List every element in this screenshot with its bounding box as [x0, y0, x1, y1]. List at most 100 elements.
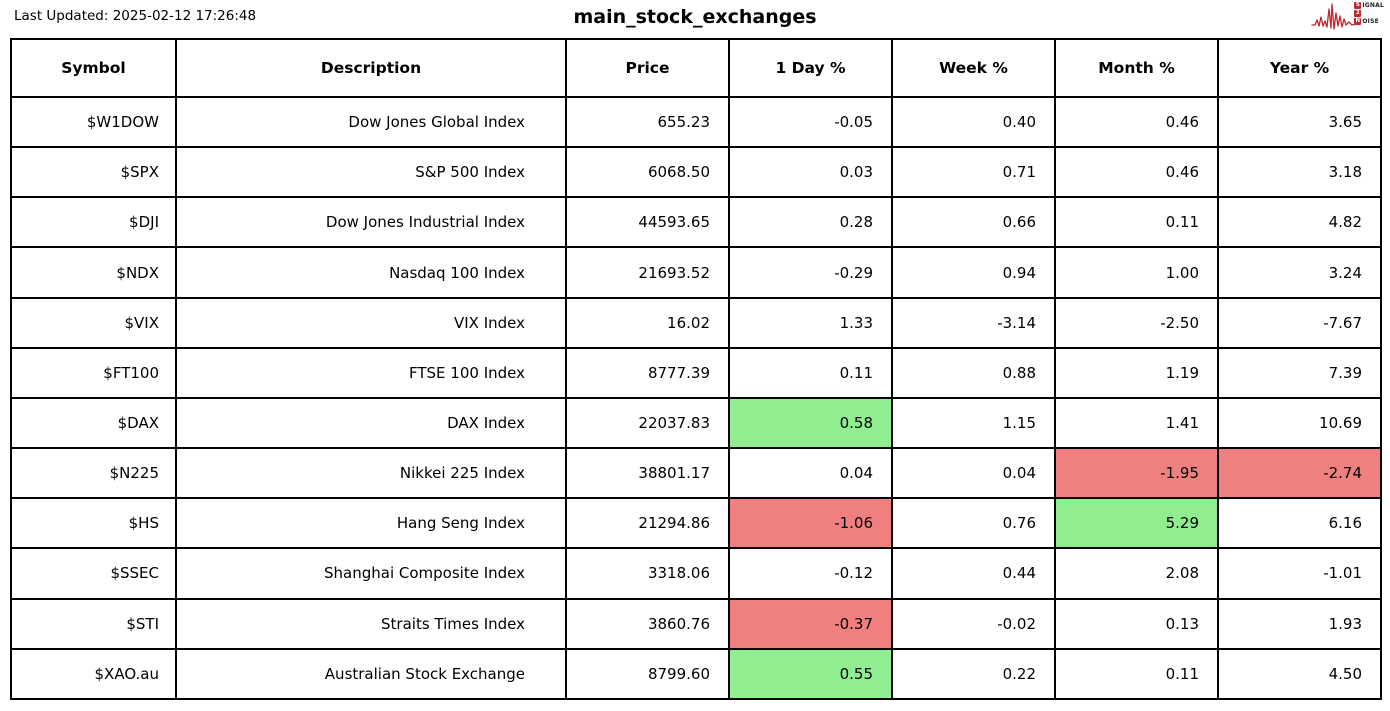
description-cell: FTSE 100 Index — [175, 346, 567, 399]
day-pct-cell: 0.03 — [728, 146, 893, 199]
logo-line-2: 2 — [1354, 10, 1384, 17]
top-bar: Last Updated: 2025-02-12 17:26:48 main_s… — [0, 0, 1390, 38]
signal2noise-logo: S IGNAL 2 N OISE — [1311, 1, 1384, 33]
day-pct-cell: 0.58 — [728, 396, 893, 450]
month-pct-cell: 0.46 — [1054, 95, 1219, 149]
price-cell: 22037.83 — [565, 396, 730, 450]
table-row: $DAX DAX Index 22037.83 0.58 1.15 1.41 1… — [10, 396, 1382, 450]
col-header-description: Description — [175, 38, 567, 98]
day-pct-cell: -0.12 — [728, 547, 893, 600]
price-cell: 3318.06 — [565, 547, 730, 600]
week-pct-cell: 1.15 — [891, 396, 1056, 450]
price-cell: 16.02 — [565, 296, 730, 349]
symbol-cell: $NDX — [10, 246, 177, 299]
year-pct-cell: -2.74 — [1217, 447, 1382, 500]
week-pct-cell: -0.02 — [891, 597, 1056, 650]
year-pct-cell: 3.24 — [1217, 246, 1382, 299]
waveform-icon — [1311, 1, 1361, 33]
year-pct-cell: 3.65 — [1217, 95, 1382, 149]
day-pct-cell: -0.37 — [728, 597, 893, 650]
month-pct-cell: 0.11 — [1054, 647, 1219, 701]
symbol-cell: $HS — [10, 497, 177, 550]
table-row: $NDX Nasdaq 100 Index 21693.52 -0.29 0.9… — [10, 246, 1382, 299]
table-row: $VIX VIX Index 16.02 1.33 -3.14 -2.50 -7… — [10, 296, 1382, 349]
logo-letter-n: N — [1354, 18, 1362, 25]
year-pct-cell: 1.93 — [1217, 597, 1382, 650]
table-header: Symbol Description Price 1 Day % Week % … — [10, 38, 1382, 98]
price-cell: 3860.76 — [565, 597, 730, 650]
description-cell: Dow Jones Global Index — [175, 95, 567, 149]
table-row: $XAO.au Australian Stock Exchange 8799.6… — [10, 647, 1382, 701]
last-updated-text: Last Updated: 2025-02-12 17:26:48 — [14, 8, 257, 24]
symbol-cell: $SPX — [10, 146, 177, 199]
logo-line-signal: S IGNAL — [1354, 2, 1384, 9]
month-pct-cell: 0.11 — [1054, 196, 1219, 249]
day-pct-cell: 0.11 — [728, 346, 893, 399]
col-header-week: Week % — [891, 38, 1056, 98]
week-pct-cell: 0.94 — [891, 246, 1056, 299]
year-pct-cell: 4.82 — [1217, 196, 1382, 249]
description-cell: Nasdaq 100 Index — [175, 246, 567, 299]
description-cell: Nikkei 225 Index — [175, 447, 567, 500]
year-pct-cell: -7.67 — [1217, 296, 1382, 349]
col-header-year: Year % — [1217, 38, 1382, 98]
table-row: $N225 Nikkei 225 Index 38801.17 0.04 0.0… — [10, 447, 1382, 500]
table-row: $FT100 FTSE 100 Index 8777.39 0.11 0.88 … — [10, 346, 1382, 399]
month-pct-cell: 1.41 — [1054, 396, 1219, 450]
month-pct-cell: 2.08 — [1054, 547, 1219, 600]
price-cell: 21693.52 — [565, 246, 730, 299]
price-cell: 21294.86 — [565, 497, 730, 550]
description-cell: Hang Seng Index — [175, 497, 567, 550]
symbol-cell: $FT100 — [10, 346, 177, 399]
week-pct-cell: 0.22 — [891, 647, 1056, 701]
symbol-cell: $SSEC — [10, 547, 177, 600]
symbol-cell: $DJI — [10, 196, 177, 249]
week-pct-cell: 0.76 — [891, 497, 1056, 550]
description-cell: Straits Times Index — [175, 597, 567, 650]
month-pct-cell: 1.00 — [1054, 246, 1219, 299]
table-row: $SSEC Shanghai Composite Index 3318.06 -… — [10, 547, 1382, 600]
description-cell: DAX Index — [175, 396, 567, 450]
table-row: $HS Hang Seng Index 21294.86 -1.06 0.76 … — [10, 497, 1382, 550]
col-header-price: Price — [565, 38, 730, 98]
day-pct-cell: 0.55 — [728, 647, 893, 701]
day-pct-cell: -1.06 — [728, 497, 893, 550]
week-pct-cell: 0.40 — [891, 95, 1056, 149]
day-pct-cell: 0.28 — [728, 196, 893, 249]
symbol-cell: $XAO.au — [10, 647, 177, 701]
day-pct-cell: 1.33 — [728, 296, 893, 349]
month-pct-cell: 0.46 — [1054, 146, 1219, 199]
table-row: $SPX S&P 500 Index 6068.50 0.03 0.71 0.4… — [10, 146, 1382, 199]
description-cell: Shanghai Composite Index — [175, 547, 567, 600]
page-title: main_stock_exchanges — [573, 6, 817, 28]
day-pct-cell: -0.29 — [728, 246, 893, 299]
year-pct-cell: 6.16 — [1217, 497, 1382, 550]
logo-letter-s: S — [1354, 2, 1362, 9]
price-cell: 6068.50 — [565, 146, 730, 199]
table-row: $W1DOW Dow Jones Global Index 655.23 -0.… — [10, 95, 1382, 149]
week-pct-cell: -3.14 — [891, 296, 1056, 349]
year-pct-cell: 7.39 — [1217, 346, 1382, 399]
stock-table-container: Symbol Description Price 1 Day % Week % … — [0, 38, 1390, 701]
symbol-cell: $N225 — [10, 447, 177, 500]
week-pct-cell: 0.88 — [891, 346, 1056, 399]
description-cell: S&P 500 Index — [175, 146, 567, 199]
header-row: Symbol Description Price 1 Day % Week % … — [10, 38, 1382, 98]
year-pct-cell: 10.69 — [1217, 396, 1382, 450]
month-pct-cell: 0.13 — [1054, 597, 1219, 650]
col-header-month: Month % — [1054, 38, 1219, 98]
price-cell: 8777.39 — [565, 346, 730, 399]
week-pct-cell: 0.66 — [891, 196, 1056, 249]
description-cell: VIX Index — [175, 296, 567, 349]
price-cell: 44593.65 — [565, 196, 730, 249]
day-pct-cell: -0.05 — [728, 95, 893, 149]
month-pct-cell: 5.29 — [1054, 497, 1219, 550]
symbol-cell: $W1DOW — [10, 95, 177, 149]
logo-line-noise: N OISE — [1354, 18, 1379, 25]
symbol-cell: $VIX — [10, 296, 177, 349]
month-pct-cell: 1.19 — [1054, 346, 1219, 399]
logo-text: S IGNAL 2 N OISE — [1354, 2, 1384, 25]
month-pct-cell: -1.95 — [1054, 447, 1219, 500]
col-header-1day: 1 Day % — [728, 38, 893, 98]
week-pct-cell: 0.04 — [891, 447, 1056, 500]
